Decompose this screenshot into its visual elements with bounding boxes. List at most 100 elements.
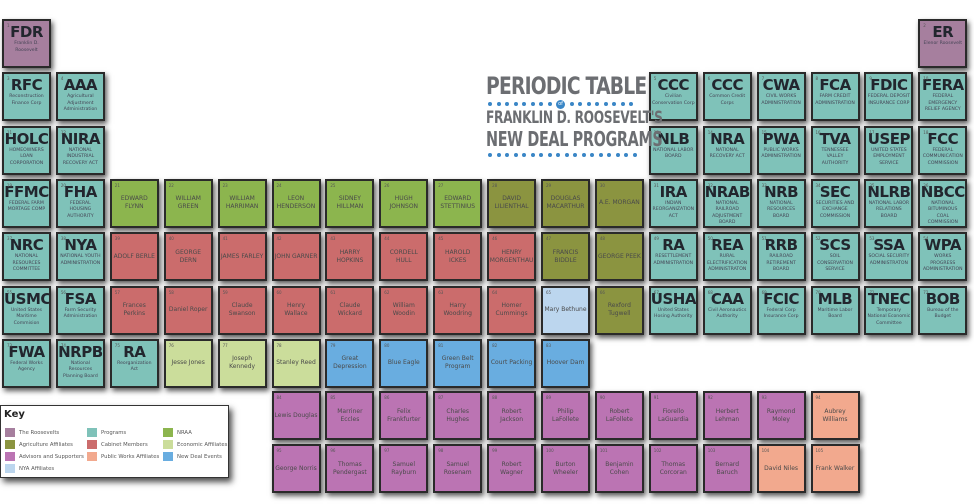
element-tile[interactable]: 63 Harry Woodring [433, 285, 483, 335]
element-tile[interactable]: 43 HARRY HOPKINS [325, 232, 375, 282]
element-tile[interactable]: 8 FCA FARM CREDIT ADMINISTRATION [810, 72, 860, 122]
element-tile[interactable]: 77 Joseph Kennedy [217, 338, 267, 388]
element-tile[interactable]: 62 William Woodin [379, 285, 429, 335]
element-tile[interactable]: 89 Philip LaFollete [541, 391, 590, 440]
element-tile[interactable]: 11 HOLC HOMEOWNERS LOAN CORPORATION [2, 125, 51, 175]
element-tile[interactable]: 56 FSA Farm Security Administration [55, 285, 105, 335]
element-tile[interactable]: 96 Thomas Pendergast [325, 444, 375, 493]
element-tile[interactable]: 36 NBCC NATIONAL BITUMINOUS COAL COMMISSIO… [918, 178, 968, 228]
element-tile[interactable]: 1 FDR Franklin D. Roosevelt [2, 19, 51, 68]
element-tile[interactable]: 72 BOB Bureau of the Budget [918, 285, 968, 335]
element-tile[interactable]: 23 WILLIAM HARRIMAN [217, 178, 267, 228]
element-tile[interactable]: 39 ADOLF BERLE [109, 232, 159, 282]
element-tile[interactable]: 32 NRAB NATIONAL RAILROAD ADJUSTMENT BOARD [702, 178, 752, 228]
element-tile[interactable]: 31 IRA INDIAN REORGANIZATION ACT [648, 178, 698, 228]
element-tile[interactable]: 61 Claude Wickard [325, 285, 375, 335]
element-tile[interactable]: 7 CWA CIVIL WORKS ADMINISTRATION [756, 72, 806, 122]
element-tile[interactable]: 79 Great Depression [325, 338, 375, 388]
element-tile[interactable]: 73 FWA Federal Works Agency [2, 338, 51, 388]
element-tile[interactable]: 53 SSA SOCIAL SECURITY ADMINISTRATON [864, 232, 914, 282]
element-tile[interactable]: 45 HAROLD ICKES [433, 232, 483, 282]
element-tile[interactable]: 99 Robert Wagner [487, 444, 537, 493]
element-tile[interactable]: 4 AAA Agricultural Adjustment Administrati… [55, 72, 105, 122]
element-tile[interactable]: 54 WPA WORKS PROGRESS ADMINISTRATION [918, 232, 968, 282]
element-tile[interactable]: 87 Charles Hughes [433, 391, 483, 440]
element-tile[interactable]: 57 Frances Perkins [109, 285, 159, 335]
element-tile[interactable]: 84 Lewis Douglas [271, 391, 321, 440]
element-tile[interactable]: 15 PWA PUBLIC WORKS ADMINISTRATION [756, 125, 806, 175]
element-tile[interactable]: 20 FHA FEDERAL HOUSING AUTHORITY [55, 178, 105, 228]
element-tile[interactable]: 47 FRANCIS BIDDLE [541, 232, 590, 282]
element-tile[interactable]: 9 FDIC FEDERAL DEPOSIT INSURANCE CORP [864, 72, 914, 122]
element-tile[interactable]: 44 CORDELL HULL [379, 232, 429, 282]
element-tile[interactable]: 68 CAA Civil Aeronautics Authority [702, 285, 752, 335]
element-tile[interactable]: 25 SIDNEY HILLMAN [325, 178, 375, 228]
element-tile[interactable]: 46 HENRY MORGENTHAU [487, 232, 537, 282]
element-tile[interactable]: 19 FFMC FEDERAL FARM MORTAGE COMP [2, 178, 51, 228]
element-tile[interactable]: 50 REA RURAL ELECTRIFICATION ADMINISTRATON [702, 232, 752, 282]
element-tile[interactable]: 12 NIRA NATIONAL INDUSTRIAL RECOVERY ACT [55, 125, 105, 175]
element-tile[interactable]: 34 SEC SECURITIES AND EXCHANGE COMMISSION [810, 178, 860, 228]
element-tile[interactable]: 16 TVA TENNESSEE VALLEY AUTHORITY [810, 125, 860, 175]
element-tile[interactable]: 95 George Norris [271, 444, 321, 493]
element-tile[interactable]: 94 Aubrey Williams [810, 391, 860, 440]
element-tile[interactable]: 93 Raymond Moley [756, 391, 806, 440]
element-tile[interactable]: 74 NRPB National Resources Planning Board [55, 338, 105, 388]
element-tile[interactable]: 35 NLRB NATIONAL LABOR RELATIONS BOARD [864, 178, 914, 228]
element-tile[interactable]: 64 Homer Cummings [487, 285, 537, 335]
element-tile[interactable]: 67 USHA United States Hosing Authority [648, 285, 698, 335]
element-tile[interactable]: 27 EDWARD STETTINIUS [433, 178, 483, 228]
element-tile[interactable]: 85 Marriner Eccles [325, 391, 375, 440]
element-tile[interactable]: 18 FCC FEDERAL COMMUNICATION COMMISSION [918, 125, 968, 175]
element-tile[interactable]: 104 David Niles [756, 444, 806, 493]
element-tile[interactable]: 83 Hoover Dam [541, 338, 590, 388]
element-tile[interactable]: 78 Stanley Reed [271, 338, 321, 388]
element-tile[interactable]: 102 Thomas Corcoran [648, 444, 698, 493]
element-tile[interactable]: 91 Fiorello LaGuardia [648, 391, 698, 440]
element-tile[interactable]: 26 HUGH JOHNSON [379, 178, 429, 228]
element-tile[interactable]: 105 Frank Walker [810, 444, 860, 493]
element-tile[interactable]: 14 NRA NATIONAL RECOVERY ACT [702, 125, 752, 175]
element-tile[interactable]: 65 Mary Bethune [541, 285, 590, 335]
element-tile[interactable]: 5 CCC Civilian Conservation Corp [648, 72, 698, 122]
element-tile[interactable]: 100 Burton Wheeler [541, 444, 590, 493]
element-tile[interactable]: 41 JAMES FARLEY [217, 232, 267, 282]
element-tile[interactable]: 70 MLB Maritime Labor Board [810, 285, 860, 335]
element-tile[interactable]: 101 Benjamin Cohen [594, 444, 644, 493]
element-tile[interactable]: 24 LEON HENDERSON [271, 178, 321, 228]
element-tile[interactable]: 42 JOHN GARNER [271, 232, 321, 282]
element-tile[interactable]: 52 SCS SOIL CONSERVATION SERVICE [810, 232, 860, 282]
element-tile[interactable]: 51 RRB RAILROAD RETIREMENT BOARD [756, 232, 806, 282]
element-tile[interactable]: 103 Bernard Baruch [702, 444, 752, 493]
element-tile[interactable]: 13 NLB NATIONAL LABOR BOARD [648, 125, 698, 175]
element-tile[interactable]: 22 WILLIAM GREEN [163, 178, 213, 228]
element-tile[interactable]: 76 Jesse Jones [163, 338, 213, 388]
element-tile[interactable]: 98 Samuel Rosenam [433, 444, 483, 493]
element-tile[interactable]: 38 NYA NATIONAL YOUTH ADMINISTRATION [55, 232, 105, 282]
element-tile[interactable]: 90 Robert LaFollete [594, 391, 644, 440]
element-tile[interactable]: 69 FCIC Federal Corp Insurance Corp [756, 285, 806, 335]
element-tile[interactable]: 58 Daniel Roper [163, 285, 213, 335]
element-tile[interactable]: 71 TNEC Temporary National Economic Commit… [864, 285, 914, 335]
element-tile[interactable]: 66 Rexford Tugwell [594, 285, 644, 335]
element-tile[interactable]: 33 NRB NATIONAL RESOURCES BOARD [756, 178, 806, 228]
element-tile[interactable]: 10 FERA FEDERAL EMERGENCY RELIEF AGENCY [918, 72, 968, 122]
element-tile[interactable]: 81 Green Belt Program [433, 338, 483, 388]
element-tile[interactable]: 88 Robert Jackson [487, 391, 537, 440]
element-tile[interactable]: 6 CCC Common Credit Corps [702, 72, 752, 122]
element-tile[interactable]: 37 NRC NATIONAL RESOURCES COMMITTEE [2, 232, 51, 282]
element-tile[interactable]: 40 GEORGE DERN [163, 232, 213, 282]
element-tile[interactable]: 86 Felix Frankfurter [379, 391, 429, 440]
element-tile[interactable]: 21 EDWARD FLYNN [109, 178, 159, 228]
element-tile[interactable]: 49 RA RESETTLEMENT ADMINISTRATION [648, 232, 698, 282]
element-tile[interactable]: 60 Henry Wallace [271, 285, 321, 335]
element-tile[interactable]: 30 A.E. MORGAN [594, 178, 644, 228]
element-tile[interactable]: 48 GEORGE PEEK [594, 232, 644, 282]
element-tile[interactable]: 55 USMC United States Maritime Commision [2, 285, 51, 335]
element-tile[interactable]: 82 Court Packing [487, 338, 537, 388]
element-tile[interactable]: 29 DOUGLAS MACARTHUR [541, 178, 590, 228]
element-tile[interactable]: 17 USEP UNITED STATES EMPLOYMENT SERVICE [864, 125, 914, 175]
element-tile[interactable]: 75 RA Reorganization Act [109, 338, 159, 388]
element-tile[interactable]: 97 Samuel Rayburn [379, 444, 429, 493]
element-tile[interactable]: 80 Blue Eagle [379, 338, 429, 388]
